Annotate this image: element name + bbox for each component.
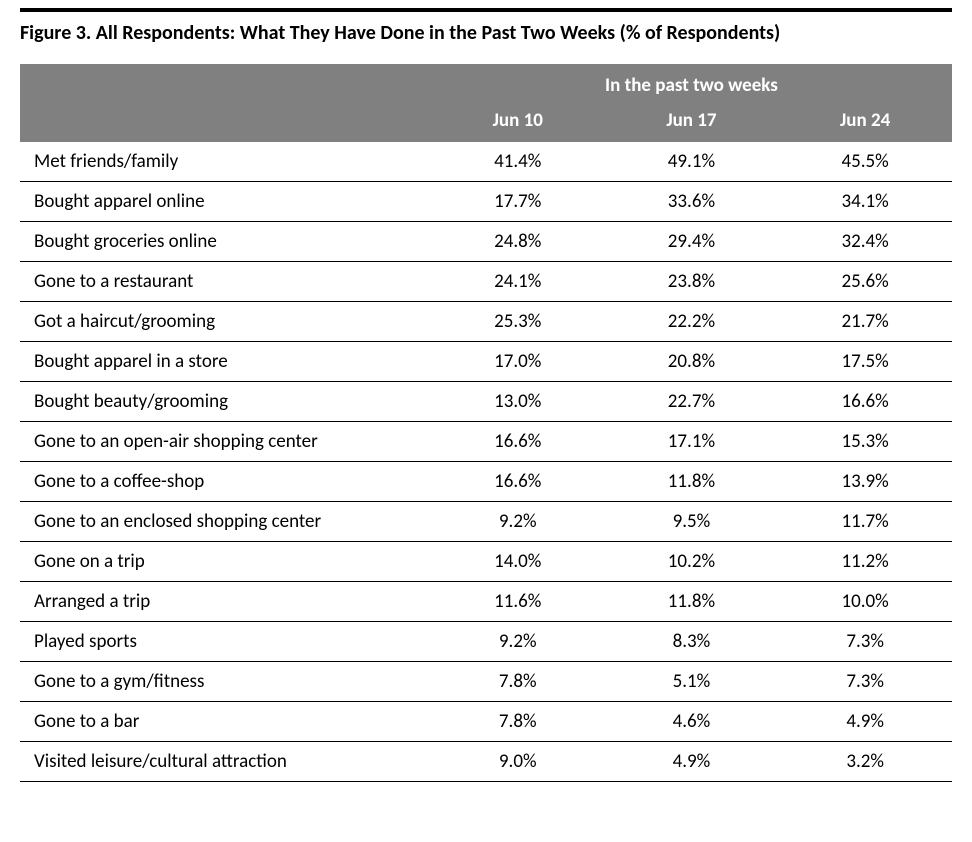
- row-value: 41.4%: [431, 142, 605, 182]
- row-value: 22.2%: [605, 302, 779, 342]
- row-value: 11.8%: [605, 462, 779, 502]
- row-value: 11.8%: [605, 582, 779, 622]
- row-value: 17.5%: [778, 342, 952, 382]
- row-value: 15.3%: [778, 422, 952, 462]
- table-row: Bought apparel online17.7%33.6%34.1%: [20, 182, 952, 222]
- table-row: Gone on a trip14.0%10.2%11.2%: [20, 542, 952, 582]
- figure-title: Figure 3. All Respondents: What They Hav…: [20, 20, 952, 46]
- row-value: 14.0%: [431, 542, 605, 582]
- row-label: Played sports: [20, 622, 431, 662]
- table-row: Gone to an open-air shopping center16.6%…: [20, 422, 952, 462]
- row-value: 17.7%: [431, 182, 605, 222]
- row-value: 24.8%: [431, 222, 605, 262]
- row-value: 45.5%: [778, 142, 952, 182]
- row-value: 23.8%: [605, 262, 779, 302]
- table-row: Gone to an enclosed shopping center9.2%9…: [20, 502, 952, 542]
- table-row: Got a haircut/grooming25.3%22.2%21.7%: [20, 302, 952, 342]
- row-value: 5.1%: [605, 662, 779, 702]
- row-value: 22.7%: [605, 382, 779, 422]
- table-row: Bought beauty/grooming13.0%22.7%16.6%: [20, 382, 952, 422]
- row-label: Met friends/family: [20, 142, 431, 182]
- row-label: Gone to a coffee-shop: [20, 462, 431, 502]
- row-value: 29.4%: [605, 222, 779, 262]
- row-value: 34.1%: [778, 182, 952, 222]
- row-value: 16.6%: [778, 382, 952, 422]
- row-value: 8.3%: [605, 622, 779, 662]
- table-row: Gone to a restaurant24.1%23.8%25.6%: [20, 262, 952, 302]
- row-value: 13.0%: [431, 382, 605, 422]
- row-value: 4.6%: [605, 702, 779, 742]
- row-value: 16.6%: [431, 422, 605, 462]
- row-label: Gone on a trip: [20, 542, 431, 582]
- row-label: Bought apparel in a store: [20, 342, 431, 382]
- row-value: 11.7%: [778, 502, 952, 542]
- row-value: 11.6%: [431, 582, 605, 622]
- row-value: 21.7%: [778, 302, 952, 342]
- table-row: Gone to a coffee-shop16.6%11.8%13.9%: [20, 462, 952, 502]
- row-value: 4.9%: [605, 742, 779, 782]
- row-value: 4.9%: [778, 702, 952, 742]
- row-value: 11.2%: [778, 542, 952, 582]
- row-value: 9.2%: [431, 622, 605, 662]
- row-value: 7.3%: [778, 662, 952, 702]
- header-spanner: In the past two weeks: [431, 64, 952, 103]
- row-value: 25.3%: [431, 302, 605, 342]
- row-label: Arranged a trip: [20, 582, 431, 622]
- row-label: Bought apparel online: [20, 182, 431, 222]
- row-value: 17.0%: [431, 342, 605, 382]
- row-label: Visited leisure/cultural attraction: [20, 742, 431, 782]
- header-blank: [20, 64, 431, 103]
- row-value: 7.8%: [431, 662, 605, 702]
- row-value: 25.6%: [778, 262, 952, 302]
- row-value: 10.0%: [778, 582, 952, 622]
- row-value: 7.3%: [778, 622, 952, 662]
- row-value: 3.2%: [778, 742, 952, 782]
- header-blank-2: [20, 103, 431, 142]
- row-label: Bought beauty/grooming: [20, 382, 431, 422]
- row-label: Bought groceries online: [20, 222, 431, 262]
- table-body: Met friends/family41.4%49.1%45.5%Bought …: [20, 142, 952, 782]
- row-label: Gone to a bar: [20, 702, 431, 742]
- data-table: In the past two weeks Jun 10 Jun 17 Jun …: [20, 64, 952, 782]
- table-spanner-row: In the past two weeks: [20, 64, 952, 103]
- table-row: Visited leisure/cultural attraction9.0%4…: [20, 742, 952, 782]
- table-row: Met friends/family41.4%49.1%45.5%: [20, 142, 952, 182]
- row-label: Gone to an open-air shopping center: [20, 422, 431, 462]
- row-value: 49.1%: [605, 142, 779, 182]
- row-value: 13.9%: [778, 462, 952, 502]
- row-value: 17.1%: [605, 422, 779, 462]
- table-row: Bought groceries online24.8%29.4%32.4%: [20, 222, 952, 262]
- row-value: 32.4%: [778, 222, 952, 262]
- row-value: 10.2%: [605, 542, 779, 582]
- row-label: Gone to a restaurant: [20, 262, 431, 302]
- row-value: 9.2%: [431, 502, 605, 542]
- table-row: Gone to a gym/fitness7.8%5.1%7.3%: [20, 662, 952, 702]
- row-value: 20.8%: [605, 342, 779, 382]
- table-row: Played sports9.2%8.3%7.3%: [20, 622, 952, 662]
- row-label: Got a haircut/grooming: [20, 302, 431, 342]
- row-label: Gone to a gym/fitness: [20, 662, 431, 702]
- row-value: 33.6%: [605, 182, 779, 222]
- row-value: 16.6%: [431, 462, 605, 502]
- row-value: 24.1%: [431, 262, 605, 302]
- table-row: Arranged a trip11.6%11.8%10.0%: [20, 582, 952, 622]
- col-header-jun24: Jun 24: [778, 103, 952, 142]
- top-rule: [20, 8, 952, 12]
- table-row: Gone to a bar7.8%4.6%4.9%: [20, 702, 952, 742]
- row-label: Gone to an enclosed shopping center: [20, 502, 431, 542]
- row-value: 7.8%: [431, 702, 605, 742]
- table-row: Bought apparel in a store17.0%20.8%17.5%: [20, 342, 952, 382]
- table-header-row: Jun 10 Jun 17 Jun 24: [20, 103, 952, 142]
- row-value: 9.5%: [605, 502, 779, 542]
- col-header-jun17: Jun 17: [605, 103, 779, 142]
- row-value: 9.0%: [431, 742, 605, 782]
- col-header-jun10: Jun 10: [431, 103, 605, 142]
